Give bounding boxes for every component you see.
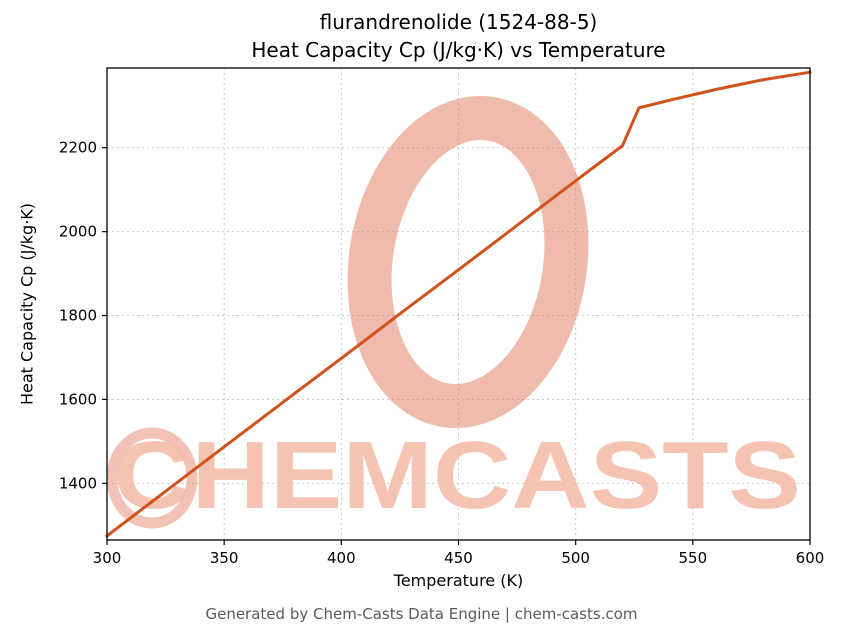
chart-title-line1: flurandrenolide (1524-88-5) (319, 10, 598, 34)
watermark-small-ring (106, 427, 198, 529)
chart-title-line2: Heat Capacity Cp (J/kg·K) vs Temperature (251, 38, 666, 62)
x-tick-label: 550 (679, 549, 708, 567)
x-tick-label: 400 (327, 549, 356, 567)
y-tick-label: 2000 (59, 223, 97, 241)
watermark-logo-ring (347, 95, 589, 429)
x-axis-label: Temperature (K) (393, 571, 524, 590)
y-tick-label: 1800 (59, 307, 97, 325)
x-tick-label: 350 (210, 549, 239, 567)
y-tick-label: 1600 (59, 390, 97, 408)
y-tick-label: 2200 (59, 139, 97, 157)
data-line (105, 70, 812, 538)
x-tick-label: 600 (796, 549, 825, 567)
x-tick-label: 450 (444, 549, 473, 567)
y-axis-label: Heat Capacity Cp (J/kg·K) (17, 202, 37, 406)
chart-title: flurandrenolide (1524-88-5) Heat Capacit… (107, 8, 810, 64)
x-tick-label: 300 (93, 549, 122, 567)
x-tick-label: 500 (561, 549, 590, 567)
y-tick-label: 1400 (59, 474, 97, 492)
footer-text: Generated by Chem-Casts Data Engine | ch… (205, 605, 638, 623)
watermark-text: CHEMCASTS (113, 422, 801, 529)
